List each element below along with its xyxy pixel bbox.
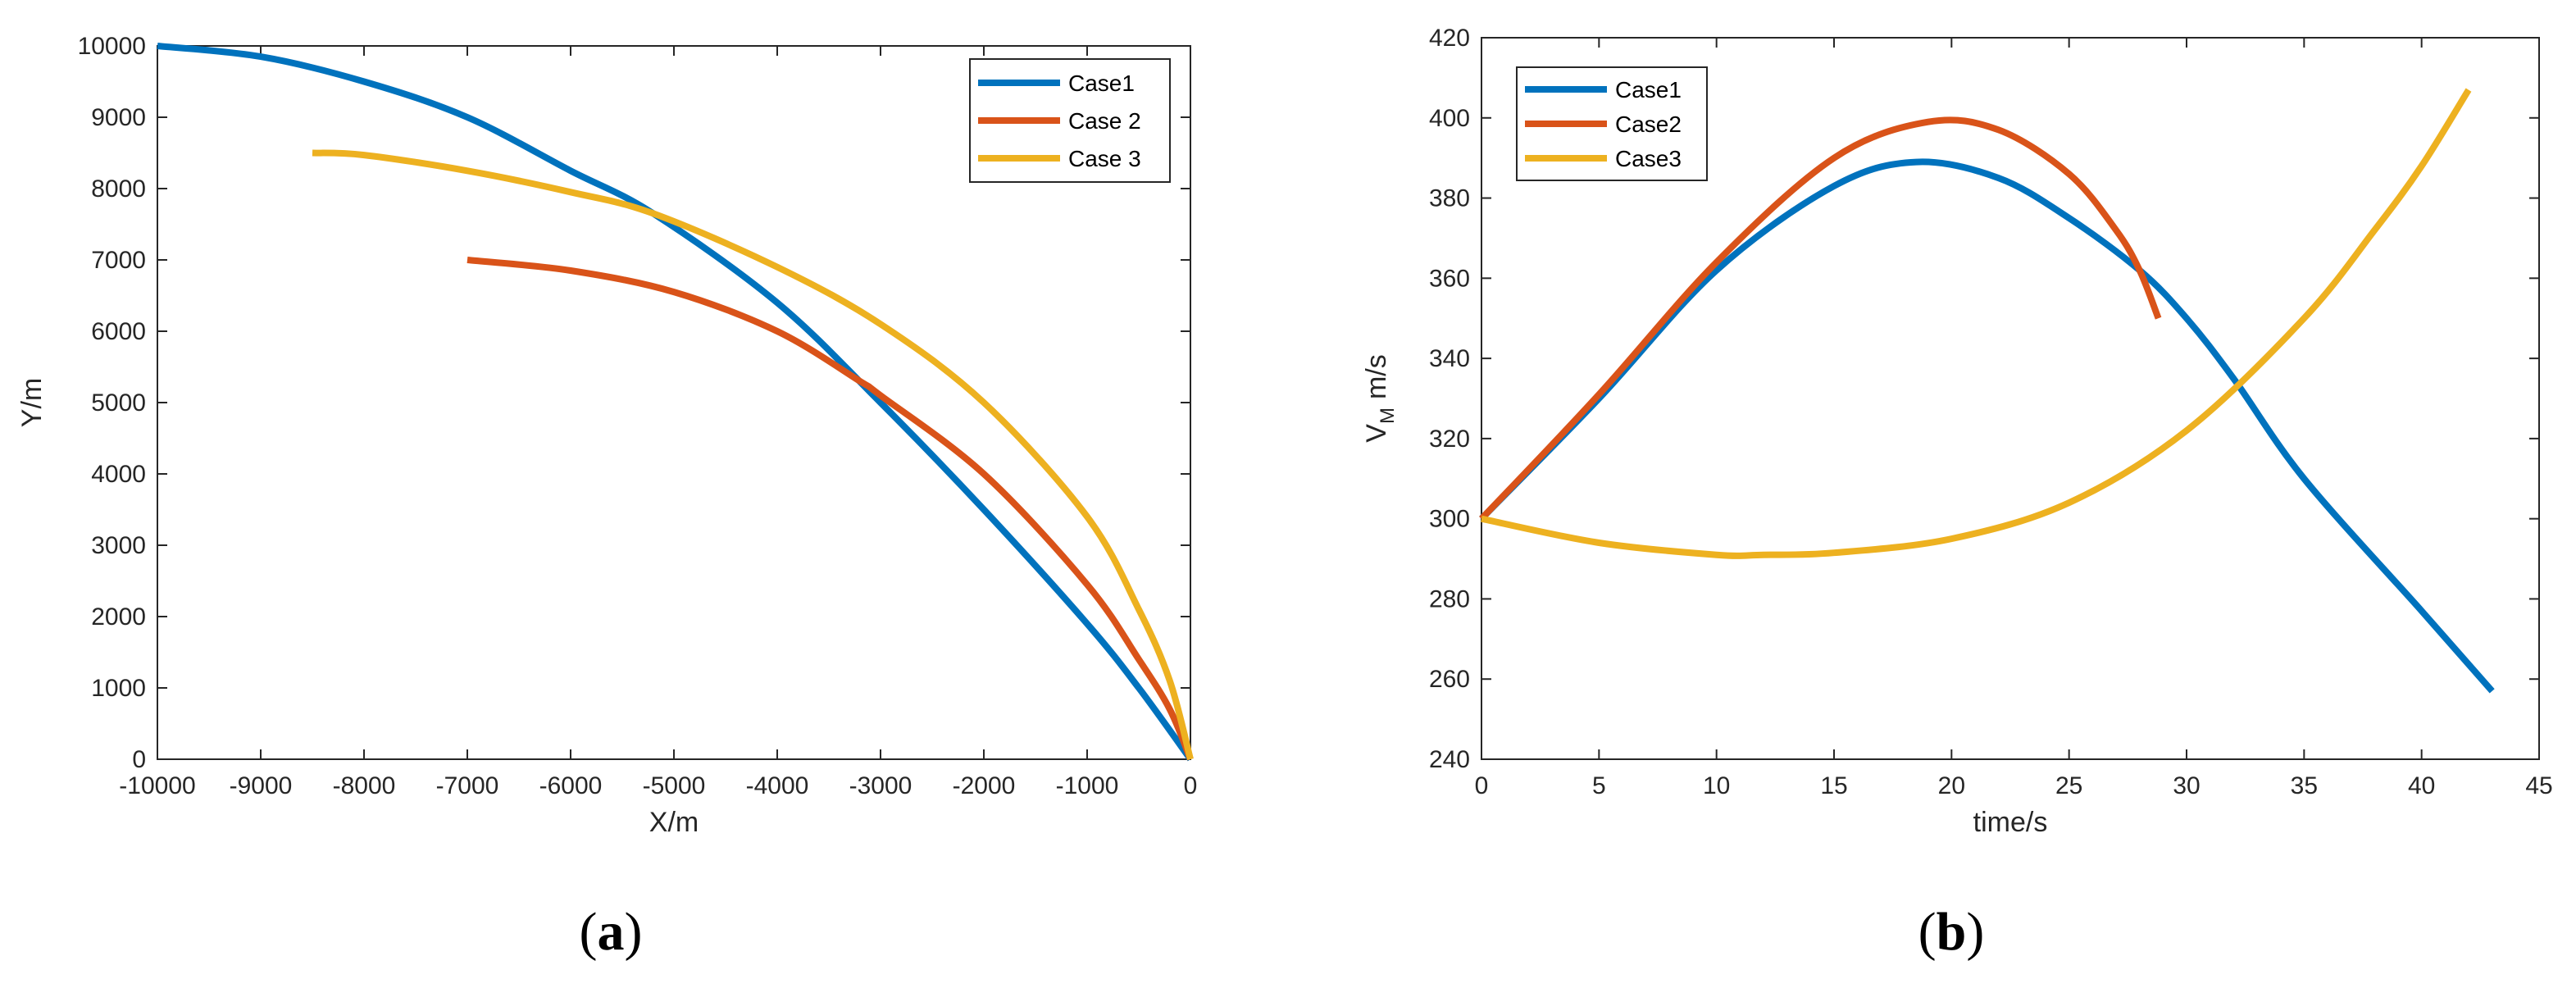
y-tick-label: 0 bbox=[132, 746, 146, 773]
x-tick-label: -7000 bbox=[436, 772, 499, 799]
y-axis-label-main: V bbox=[1361, 424, 1392, 443]
y-axis-label-main: Y/m bbox=[16, 378, 48, 427]
y-axis-label-subscript: M bbox=[1377, 407, 1399, 424]
x-tick-label: -10000 bbox=[119, 772, 195, 799]
y-tick-label: 260 bbox=[1429, 666, 1470, 693]
chart-a-position-plot: -10000 -9000 -8000 -7000 -6000 -5000 -4000 -300… bbox=[16, 33, 1197, 838]
series-line-case-3 bbox=[312, 149, 1194, 761]
y-tick-label: 5000 bbox=[91, 389, 146, 417]
y-tick-label: 10000 bbox=[78, 33, 146, 60]
x-tick-label: -5000 bbox=[643, 772, 706, 799]
x-tick-label: 5 bbox=[1592, 772, 1606, 799]
legend-label: Case1 bbox=[1068, 71, 1135, 96]
panel-label-a: (a) bbox=[580, 902, 643, 962]
y-tick-label: 9000 bbox=[91, 104, 146, 131]
x-tick-label: -3000 bbox=[849, 772, 913, 799]
y-axis-label-unit: m/s bbox=[1361, 354, 1392, 399]
x-tick-label: 10 bbox=[1703, 772, 1730, 799]
y-tick-label: 1000 bbox=[91, 675, 146, 702]
y-axis-label: Y/m bbox=[16, 378, 48, 427]
x-axis-label: X/m bbox=[649, 807, 699, 838]
legend-label: Case 3 bbox=[1068, 146, 1141, 171]
series-line-case2 bbox=[1479, 116, 2162, 521]
y-tick-label: 2000 bbox=[91, 603, 146, 631]
x-tick-label: 15 bbox=[1820, 772, 1847, 799]
legend-label: Case2 bbox=[1615, 112, 1682, 137]
panel-label-b: (b) bbox=[1918, 902, 1985, 962]
series-line-case3 bbox=[1481, 88, 2472, 559]
x-tick-label: 30 bbox=[2173, 772, 2200, 799]
y-tick-label: 320 bbox=[1429, 426, 1470, 453]
y-tick-label: 280 bbox=[1429, 585, 1470, 612]
x-tick-label: 35 bbox=[2291, 772, 2318, 799]
x-tick-label: 40 bbox=[2408, 772, 2435, 799]
series-line-case-2 bbox=[467, 257, 1194, 761]
x-tick-label: -1000 bbox=[1056, 772, 1119, 799]
legend-label: Case 2 bbox=[1068, 108, 1141, 134]
y-tick-label: 400 bbox=[1429, 105, 1470, 132]
y-tick-label: 4000 bbox=[91, 461, 146, 488]
legend: Case1 Case 2 Case 3 bbox=[969, 58, 1171, 183]
series-line-case1 bbox=[157, 43, 1194, 762]
y-tick-label: 420 bbox=[1429, 25, 1470, 52]
x-axis-label: time/s bbox=[1973, 807, 2048, 838]
panel-label-a-letter: a bbox=[598, 902, 625, 962]
x-tick-label: 25 bbox=[2055, 772, 2082, 799]
series-line-case1 bbox=[1479, 158, 2495, 694]
legend-label: Case3 bbox=[1615, 146, 1682, 171]
x-tick-label: -6000 bbox=[539, 772, 603, 799]
x-tick-label: -9000 bbox=[230, 772, 293, 799]
y-tick-label: 380 bbox=[1429, 185, 1470, 212]
x-tick-label: 45 bbox=[2525, 772, 2552, 799]
y-tick-label: 340 bbox=[1429, 345, 1470, 372]
y-tick-label: 7000 bbox=[91, 247, 146, 274]
y-tick-label: 3000 bbox=[91, 532, 146, 559]
chart-b-velocity-plot: 0 5 10 15 20 25 30 35 40 45 240 260 280 300 320 340 360 3… bbox=[1361, 25, 2553, 838]
legend: Case1 Case2 Case3 bbox=[1516, 66, 1708, 181]
panel-label-b-letter: b bbox=[1937, 902, 1967, 962]
x-tick-label: -8000 bbox=[333, 772, 396, 799]
y-tick-label: 8000 bbox=[91, 175, 146, 203]
x-tick-label: 0 bbox=[1184, 772, 1198, 799]
x-tick-label: -2000 bbox=[953, 772, 1016, 799]
y-tick-label: 300 bbox=[1429, 506, 1470, 533]
y-tick-label: 240 bbox=[1429, 746, 1470, 773]
x-tick-label: 20 bbox=[1938, 772, 1965, 799]
x-tick-label: 0 bbox=[1475, 772, 1489, 799]
y-tick-label: 360 bbox=[1429, 265, 1470, 292]
legend-label: Case1 bbox=[1615, 77, 1682, 102]
x-tick-label: -4000 bbox=[746, 772, 809, 799]
y-tick-label: 6000 bbox=[91, 318, 146, 345]
y-axis-label: VMm/s bbox=[1361, 354, 1399, 442]
